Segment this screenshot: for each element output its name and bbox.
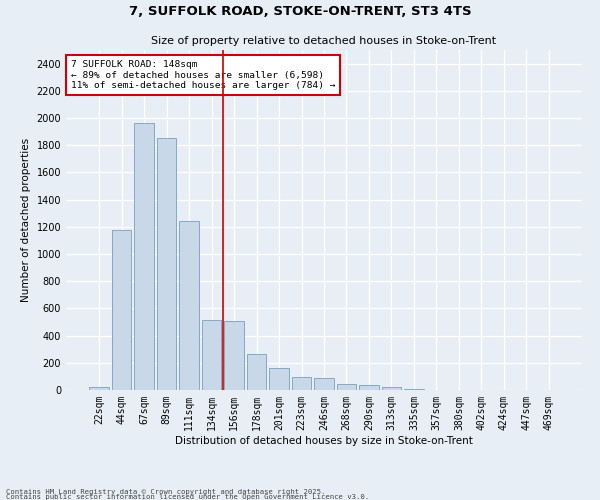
Bar	[224, 320, 244, 390]
Bar	[359, 385, 379, 390]
Bar	[382, 387, 401, 390]
Bar	[134, 124, 154, 390]
Bar	[112, 230, 131, 390]
Bar	[314, 378, 334, 390]
Bar	[269, 368, 289, 390]
Bar	[157, 138, 176, 390]
Title: Size of property relative to detached houses in Stoke-on-Trent: Size of property relative to detached ho…	[151, 36, 497, 46]
Bar	[89, 386, 109, 390]
Bar	[247, 354, 266, 390]
Bar	[337, 384, 356, 390]
Text: 7, SUFFOLK ROAD, STOKE-ON-TRENT, ST3 4TS: 7, SUFFOLK ROAD, STOKE-ON-TRENT, ST3 4TS	[128, 5, 472, 18]
Text: 7 SUFFOLK ROAD: 148sqm
← 89% of detached houses are smaller (6,598)
11% of semi-: 7 SUFFOLK ROAD: 148sqm ← 89% of detached…	[71, 60, 335, 90]
Y-axis label: Number of detached properties: Number of detached properties	[21, 138, 31, 302]
X-axis label: Distribution of detached houses by size in Stoke-on-Trent: Distribution of detached houses by size …	[175, 436, 473, 446]
Bar	[202, 320, 221, 390]
Text: Contains public sector information licensed under the Open Government Licence v3: Contains public sector information licen…	[6, 494, 369, 500]
Bar	[292, 377, 311, 390]
Text: Contains HM Land Registry data © Crown copyright and database right 2025.: Contains HM Land Registry data © Crown c…	[6, 489, 325, 495]
Bar	[179, 220, 199, 390]
